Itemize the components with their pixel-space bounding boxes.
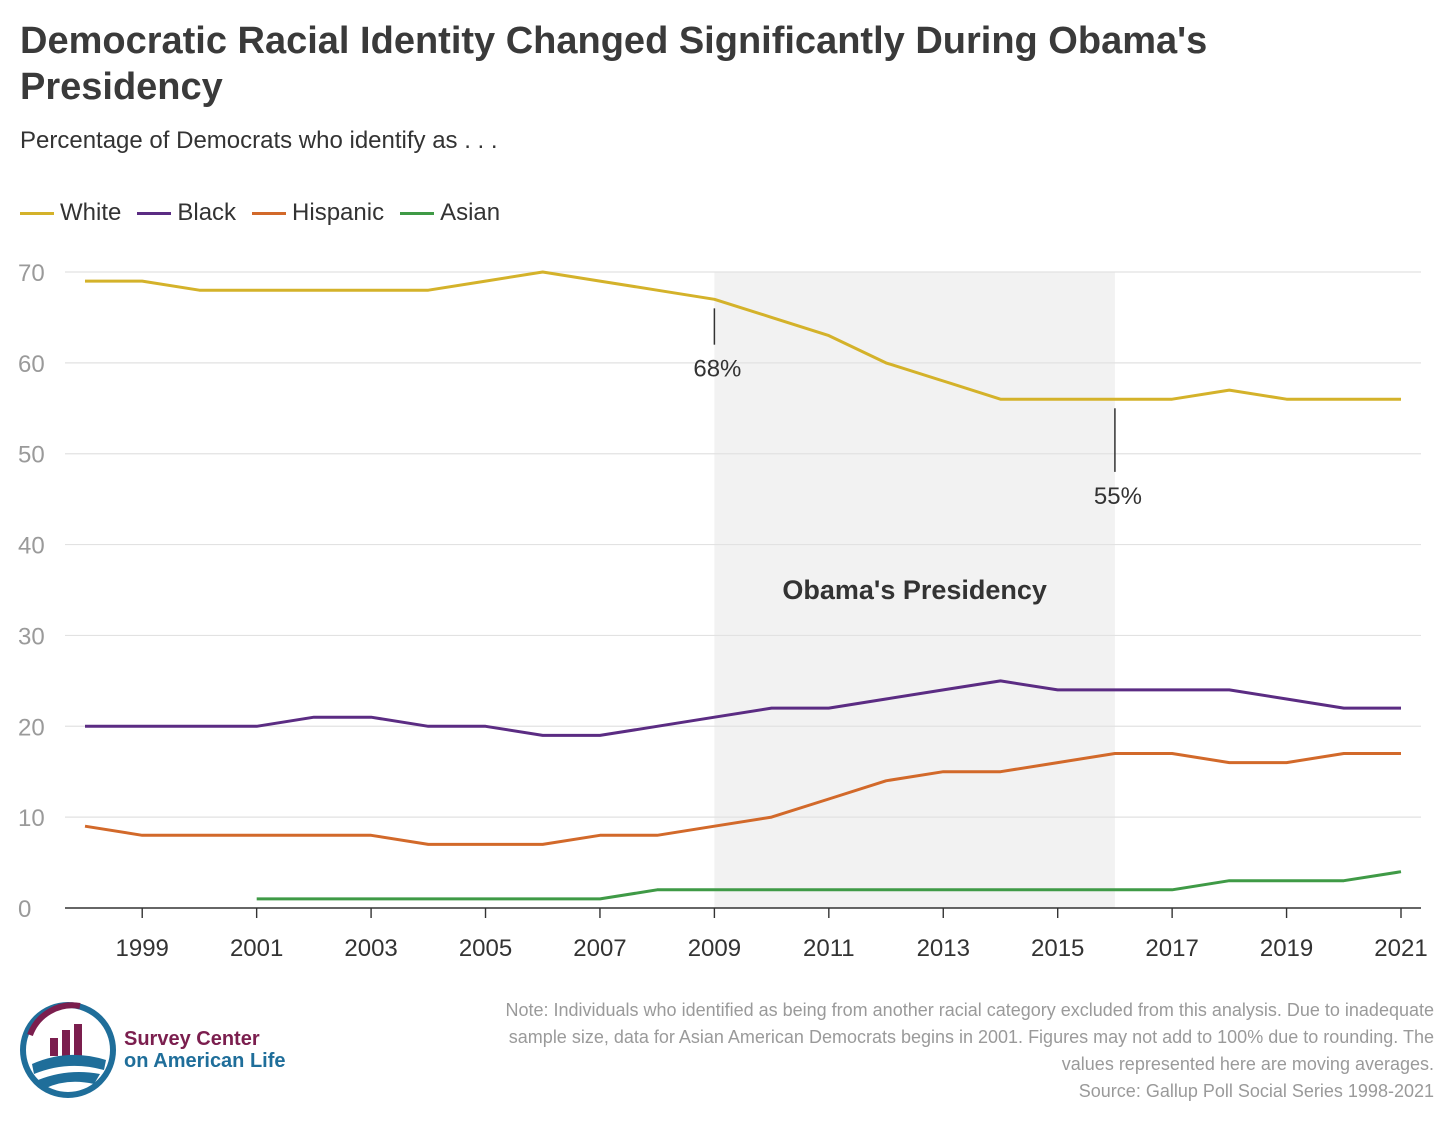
x-tick-label: 2021 bbox=[1374, 935, 1427, 962]
x-tick-label: 2007 bbox=[573, 935, 626, 962]
legend: White Black Hispanic Asian bbox=[20, 199, 516, 227]
note-line: sample size, data for Asian American Dem… bbox=[508, 1027, 1434, 1047]
x-tick-label: 1999 bbox=[116, 935, 169, 962]
obama-presidency-shading bbox=[714, 272, 1115, 908]
legend-item-asian: Asian bbox=[400, 199, 500, 227]
chart-note: Note: Individuals who identified as bein… bbox=[334, 997, 1434, 1105]
note-line: values represented here are moving avera… bbox=[1061, 1054, 1434, 1074]
y-tick-label: 20 bbox=[18, 714, 45, 741]
x-tick-label: 2019 bbox=[1260, 935, 1313, 962]
x-tick-label: 2005 bbox=[459, 935, 512, 962]
annotation-label: 68% bbox=[693, 356, 741, 383]
x-tick-label: 2011 bbox=[803, 935, 855, 962]
x-tick-label: 2015 bbox=[1031, 935, 1084, 962]
note-line: Note: Individuals who identified as bein… bbox=[505, 1000, 1434, 1020]
obama-presidency-label: Obama's Presidency bbox=[782, 575, 1047, 605]
series-line-white bbox=[85, 270, 1401, 401]
x-tick-label: 2013 bbox=[917, 935, 970, 962]
chart-title: Democratic Racial Identity Changed Signi… bbox=[20, 20, 1208, 108]
legend-item-hispanic: Hispanic bbox=[252, 199, 384, 227]
series-line-black bbox=[85, 679, 1401, 737]
x-tick-label: 2009 bbox=[688, 935, 741, 962]
legend-swatch-black bbox=[137, 211, 172, 215]
y-tick-label: 30 bbox=[18, 623, 45, 650]
legend-swatch-white bbox=[20, 211, 54, 215]
legend-swatch-asian bbox=[400, 211, 435, 215]
x-tick-label: 2001 bbox=[230, 935, 283, 962]
y-tick-label: 60 bbox=[18, 351, 45, 378]
y-tick-label: 40 bbox=[18, 533, 45, 560]
logo-icon bbox=[20, 1002, 116, 1098]
chart-subtitle: Percentage of Democrats who identify as … bbox=[20, 127, 498, 154]
legend-item-white: White bbox=[20, 199, 121, 227]
y-tick-label: 10 bbox=[18, 805, 45, 832]
y-tick-label: 50 bbox=[18, 442, 45, 469]
logo-line-1: Survey Center bbox=[124, 1028, 260, 1050]
logo-line-2: on American Life bbox=[124, 1050, 286, 1072]
survey-center-logo: Survey Center on American Life bbox=[20, 1000, 320, 1100]
series-line-hispanic bbox=[84, 752, 1401, 846]
legend-label-black: Black bbox=[177, 199, 237, 226]
series-line-asian bbox=[256, 870, 1402, 901]
x-tick-label: 2003 bbox=[344, 935, 397, 962]
logo-text: Survey Center on American Life bbox=[124, 1028, 286, 1072]
line-chart: 0 10 20 30 40 50 60 70 1999 2001 2003 2005 2007 2009 2… bbox=[18, 260, 1428, 962]
annotation-label: 55% bbox=[1094, 483, 1142, 510]
legend-label-asian: Asian bbox=[440, 199, 501, 226]
legend-label-hispanic: Hispanic bbox=[292, 199, 385, 226]
legend-swatch-hispanic bbox=[252, 211, 287, 215]
source-line: Source: Gallup Poll Social Series 1998-2… bbox=[1078, 1081, 1434, 1101]
y-tick-label: 70 bbox=[18, 260, 45, 287]
legend-label-white: White bbox=[60, 199, 122, 226]
legend-item-black: Black bbox=[137, 199, 236, 227]
y-tick-label: 0 bbox=[18, 896, 31, 923]
x-tick-label: 2017 bbox=[1145, 935, 1198, 962]
